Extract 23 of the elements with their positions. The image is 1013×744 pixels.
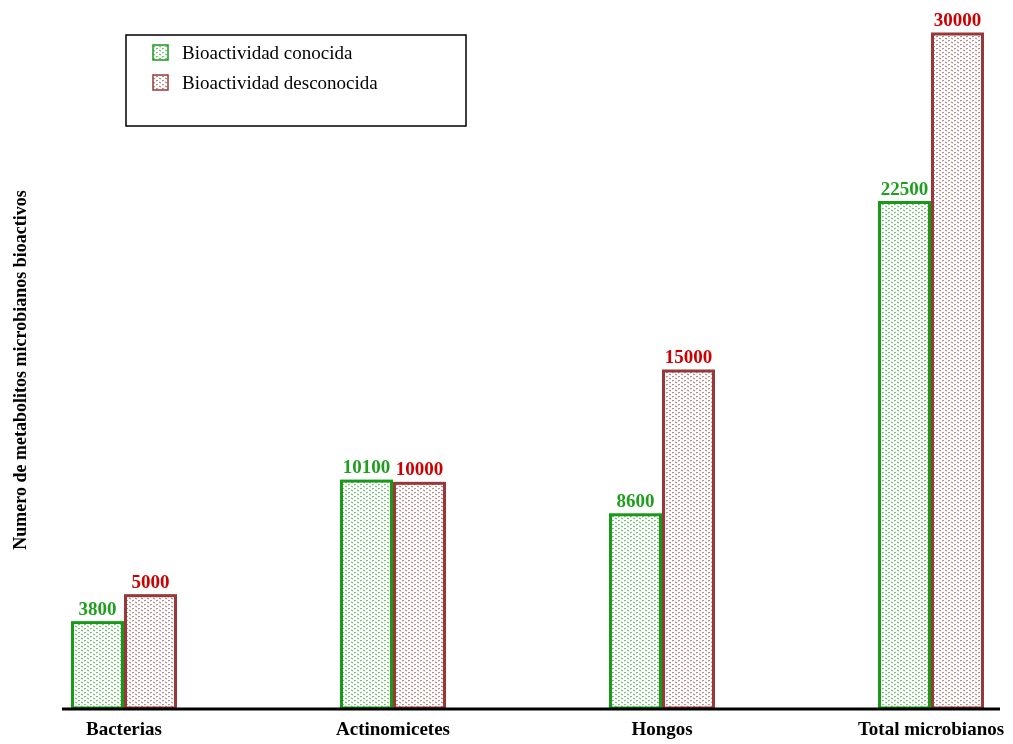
x-tick-label: Bacterias bbox=[86, 718, 162, 739]
data-label: 30000 bbox=[933, 9, 982, 30]
data-label: 10100 bbox=[342, 456, 391, 478]
data-label: 15000 bbox=[664, 346, 713, 367]
bar bbox=[393, 481, 446, 710]
legend-label: Bioactividad desconocida bbox=[182, 72, 379, 93]
bar bbox=[931, 32, 984, 710]
data-label: 22500 bbox=[880, 177, 929, 199]
bar bbox=[340, 479, 393, 710]
data-label: 3800 bbox=[78, 597, 117, 619]
bar bbox=[609, 513, 662, 710]
data-label: 5000 bbox=[131, 570, 170, 592]
bar bbox=[878, 201, 931, 710]
x-tick-label: Total microbianos bbox=[857, 718, 1005, 739]
data-label: 8600 bbox=[616, 489, 655, 511]
legend-label: Bioactividad conocida bbox=[182, 42, 353, 63]
data-label: 10000 bbox=[395, 458, 444, 480]
y-axis-title: Numero de metabolitos microbianos bioactivos bbox=[10, 190, 30, 550]
bar bbox=[124, 594, 177, 710]
bar bbox=[662, 369, 715, 710]
x-tick-label: Actinomicetes bbox=[336, 718, 450, 739]
x-tick-label: Hongos bbox=[631, 718, 693, 739]
bar bbox=[71, 621, 124, 710]
